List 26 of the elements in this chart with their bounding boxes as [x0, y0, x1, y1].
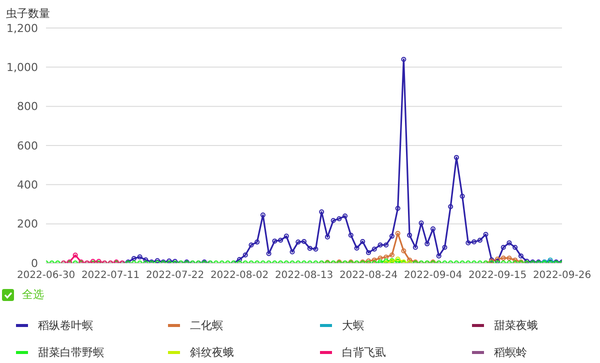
legend-label: 稻螟蛉: [494, 344, 527, 360]
y-tick-label: 200: [17, 218, 38, 231]
x-tick-label: 2022-08-13: [274, 270, 334, 282]
x-tick-label: 2022-07-11: [81, 270, 140, 282]
x-tick-label: 2022-06-30: [16, 270, 76, 282]
x-tick-label: 2022-09-04: [404, 270, 462, 282]
legend-label: 稻纵卷叶螟: [38, 318, 93, 332]
legend-label: 甜菜白带野螟: [38, 344, 104, 360]
legend-label: 白背飞虱: [342, 344, 386, 360]
legend-label: 甜菜夜蛾: [494, 318, 538, 332]
y-tick-label: 1,200: [6, 22, 38, 35]
y-tick-label: 1,000: [6, 61, 38, 74]
legend-label: 二化螟: [190, 318, 223, 332]
text: 全选: [22, 287, 44, 302]
x-tick-label: 2022-09-26: [532, 270, 592, 282]
legend-label: 斜纹夜蛾: [190, 344, 234, 360]
x-tick-label: 2022-08-24: [339, 270, 398, 282]
x-tick-label: 2022-07-22: [146, 270, 204, 282]
x-tick-label: 2022-09-15: [468, 270, 527, 282]
y-tick-label: 400: [17, 178, 38, 192]
y-tick-label: 600: [17, 139, 38, 152]
x-tick-label: 2022-08-02: [210, 270, 269, 282]
y-tick-label: 800: [17, 100, 38, 114]
y-axis-title: 虫子数量: [6, 6, 50, 21]
y-tick-label: 0: [31, 256, 38, 270]
legend-label: 大螟: [342, 318, 364, 332]
